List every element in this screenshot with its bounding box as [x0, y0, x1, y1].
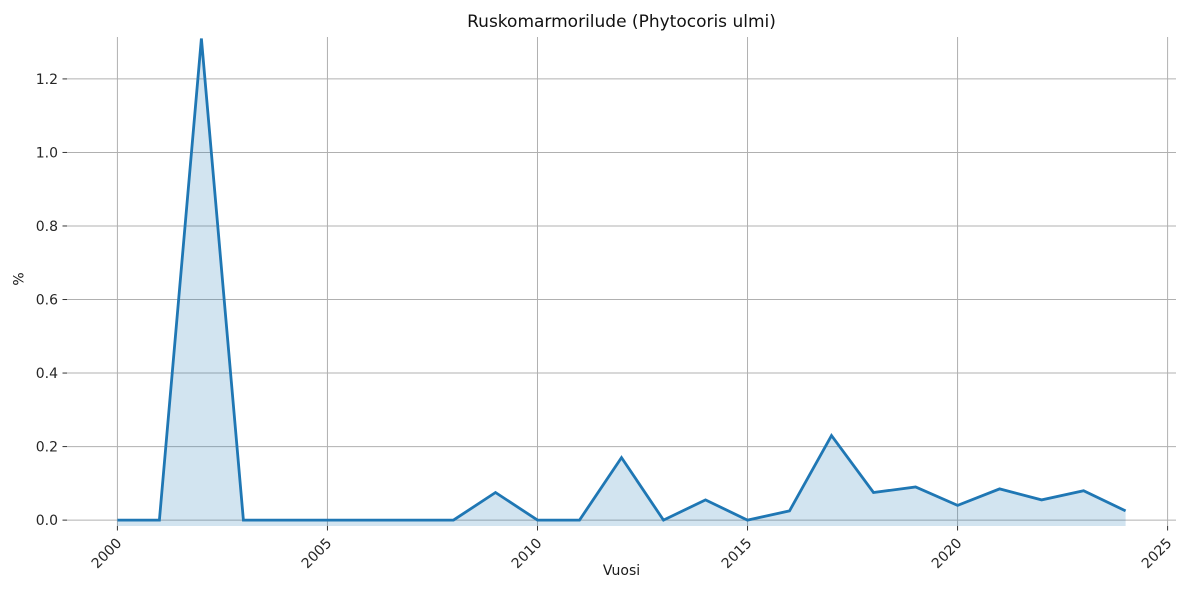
y-tick-label: 0.8: [36, 219, 58, 235]
y-tick-label: 1.2: [36, 72, 58, 88]
y-tick-label: 0.4: [36, 366, 58, 382]
y-tick-label: 0.2: [36, 440, 58, 456]
y-tick-label: 0.6: [36, 293, 58, 309]
y-tick-label: 1.0: [36, 145, 58, 161]
data-series-line: [117, 38, 1127, 522]
y-axis-label: %: [11, 272, 28, 286]
y-tick-label: 0.0: [36, 513, 58, 529]
x-axis-label: Vuosi: [602, 563, 641, 579]
chart-title: Ruskomarmorilude (Phytocoris ulmi): [467, 12, 776, 32]
area-fill: [117, 38, 1126, 526]
